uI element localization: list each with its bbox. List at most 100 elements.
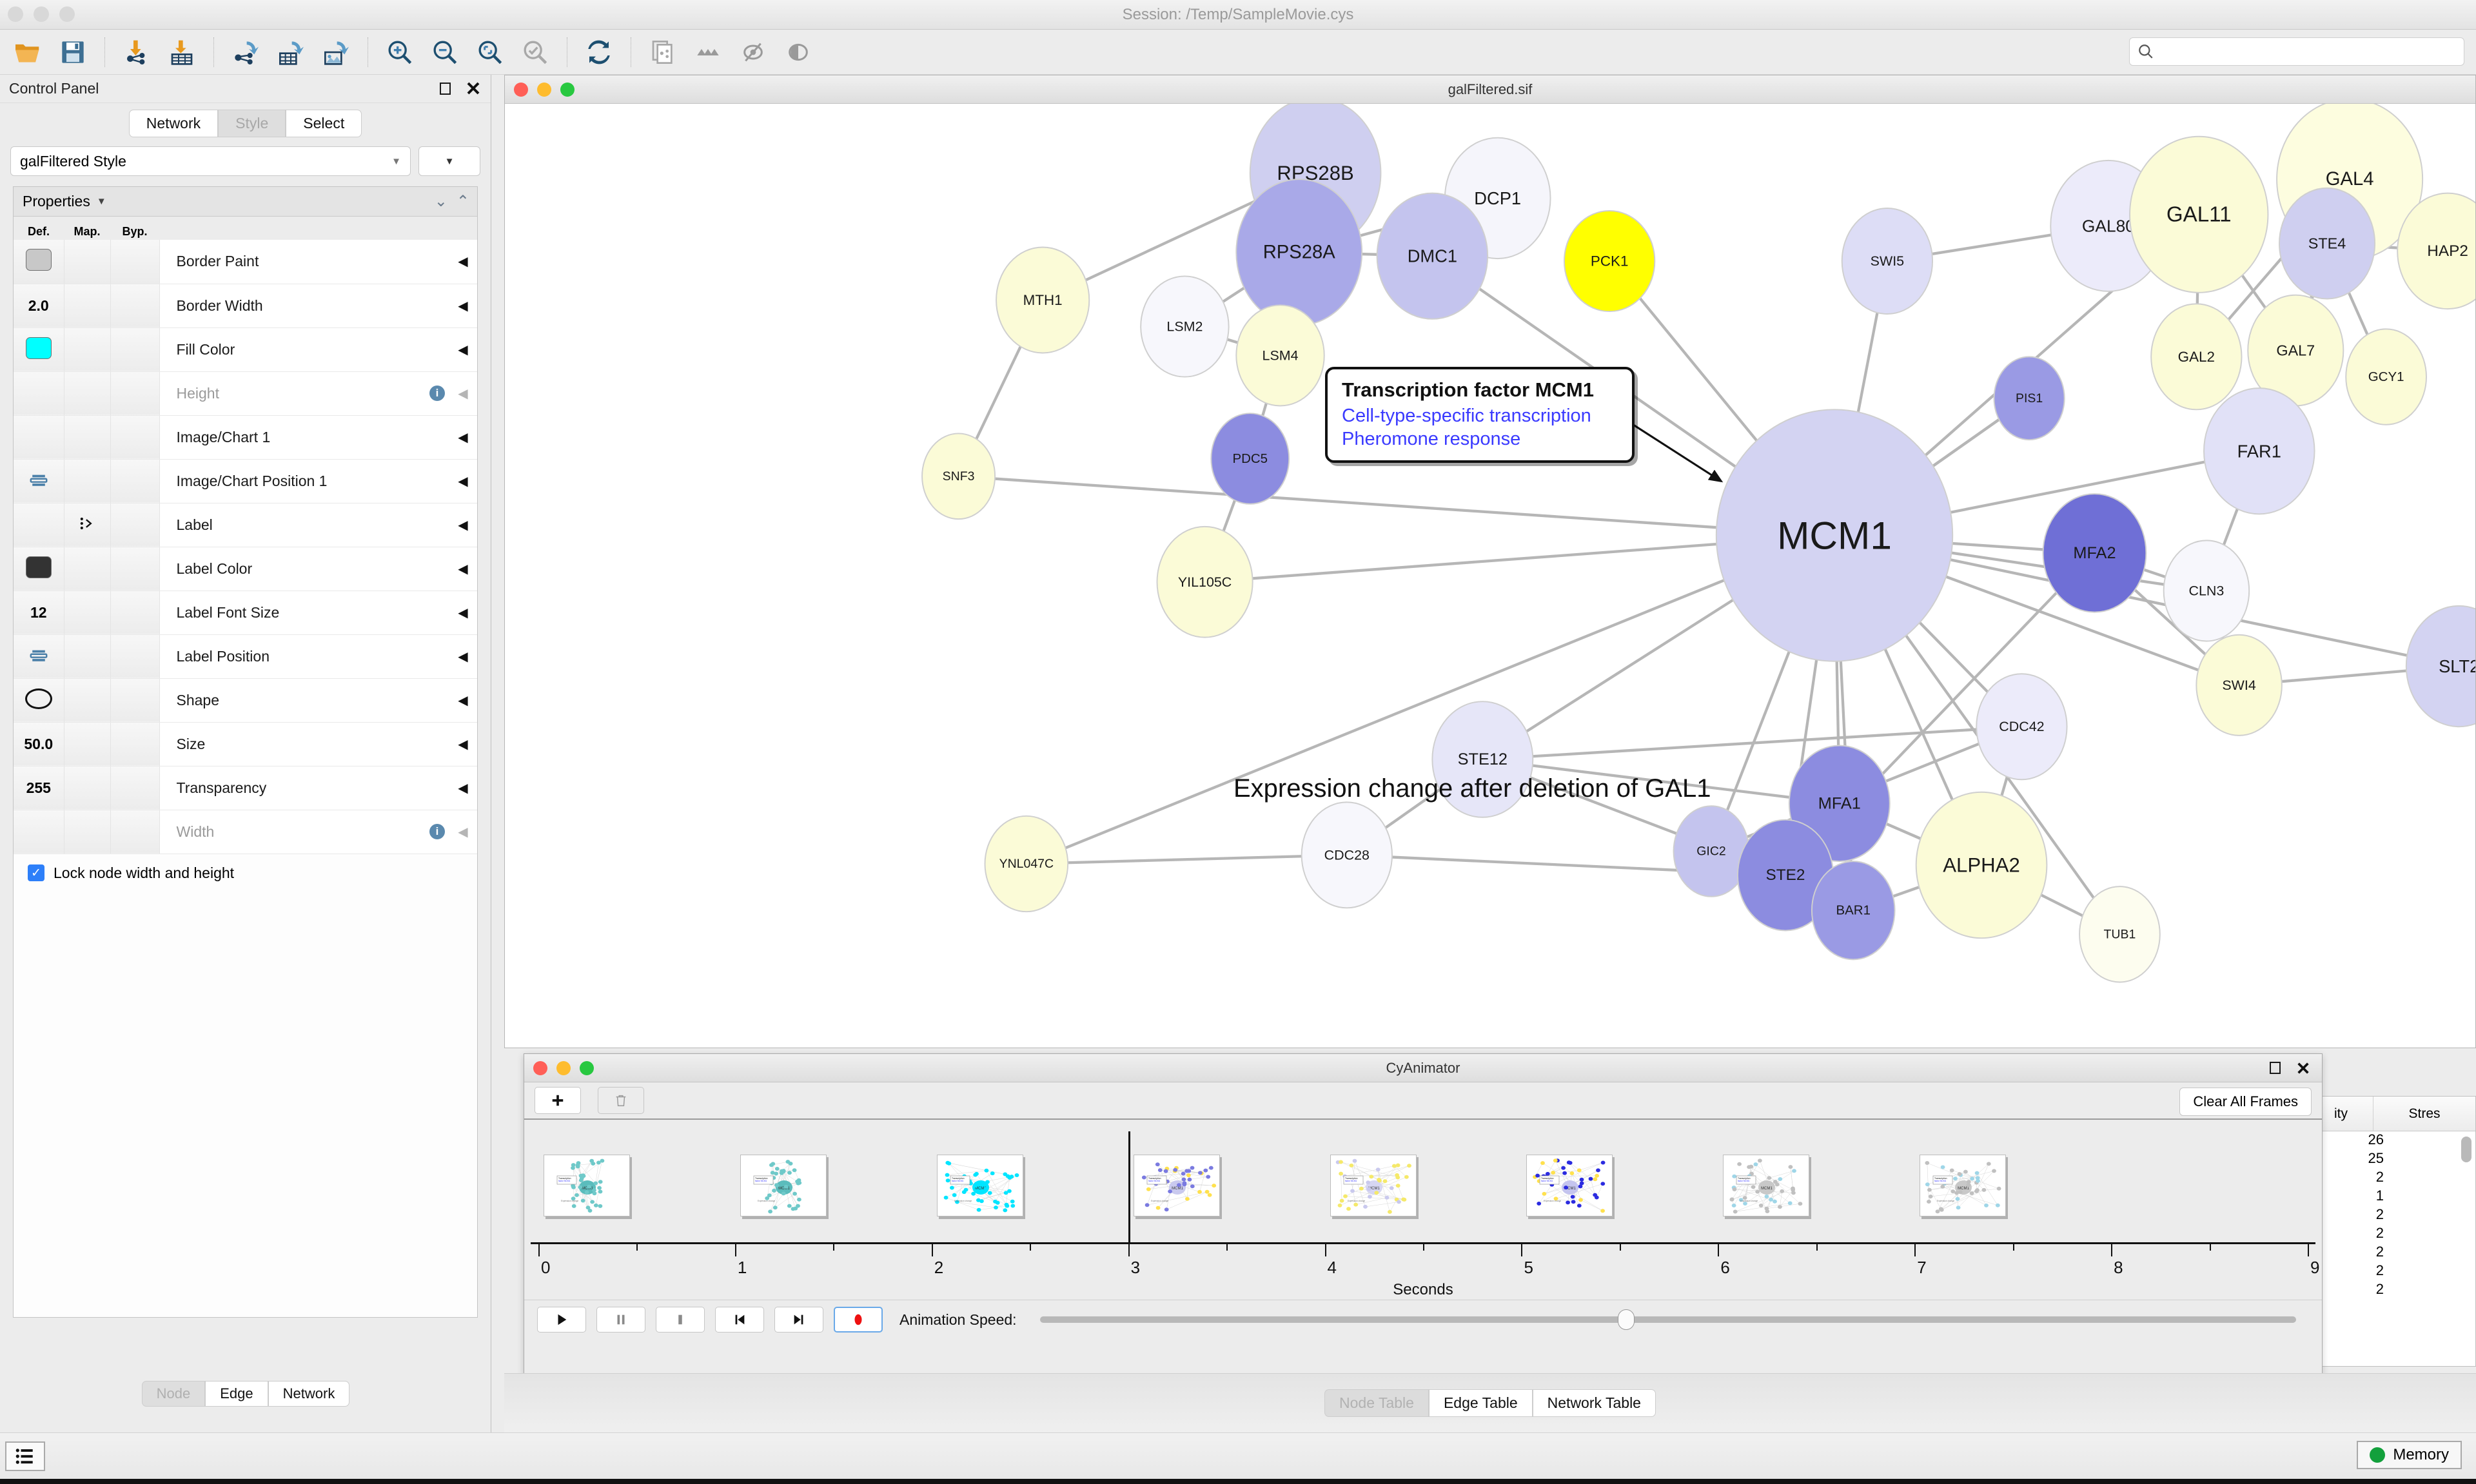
window-controls[interactable]	[8, 6, 75, 22]
maximize-cyanimator-button[interactable]	[580, 1060, 594, 1075]
property-default-cell[interactable]	[14, 547, 64, 591]
property-row[interactable]: Label Color ◀	[14, 547, 477, 591]
zoom-fit-icon[interactable]	[469, 34, 511, 70]
property-mapping-cell[interactable]	[64, 722, 111, 766]
timeline-frame[interactable]: MCM1 Transcription factor MCM1 Expression c…	[1723, 1155, 1810, 1216]
tab-network[interactable]: Network	[128, 110, 219, 137]
property-expand-arrow[interactable]: ◀	[449, 591, 477, 635]
network-node[interactable]: BAR1	[1811, 861, 1896, 961]
expand-all-icon[interactable]: ⌄	[434, 193, 447, 210]
table-row[interactable]: 2	[2309, 1206, 2475, 1225]
property-default-cell[interactable]	[14, 459, 64, 503]
network-node[interactable]: STE4	[2278, 187, 2376, 300]
zoom-out-icon[interactable]	[424, 34, 466, 70]
network-node[interactable]: GAL11	[2129, 135, 2269, 293]
property-expand-arrow[interactable]: ◀	[449, 459, 477, 503]
color-swatch[interactable]	[25, 249, 52, 271]
minimize-cyanimator-button[interactable]	[556, 1060, 571, 1075]
network-node[interactable]: SWI4	[2196, 634, 2283, 736]
network-edge[interactable]	[1026, 854, 1347, 866]
lock-node-size-row[interactable]: ✓ Lock node width and height	[14, 854, 477, 882]
property-mapping-cell[interactable]	[64, 327, 111, 372]
property-default-cell[interactable]	[14, 503, 64, 547]
property-expand-arrow[interactable]: ◀	[449, 722, 477, 766]
cyanimator-timeline[interactable]: MCM1 Transcription factor MCM1 Expression c…	[524, 1120, 2322, 1300]
property-row[interactable]: Image/Chart 1 ◀	[14, 415, 477, 460]
property-mapping-cell[interactable]	[64, 284, 111, 328]
table-row[interactable]: 26	[2309, 1131, 2475, 1150]
float-cyanimator-icon[interactable]	[2266, 1060, 2283, 1077]
close-icon[interactable]	[465, 80, 482, 97]
property-default-cell[interactable]	[14, 327, 64, 372]
play-button[interactable]	[537, 1307, 586, 1333]
network-node[interactable]: PIS1	[1993, 356, 2065, 441]
timeline-frame[interactable]: MCM1 Transcription factor MCM1 Expression c…	[1330, 1155, 1417, 1216]
property-mapping-cell[interactable]	[64, 459, 111, 503]
property-mapping-cell[interactable]	[64, 634, 111, 679]
new-network-icon[interactable]	[642, 34, 684, 70]
property-expand-arrow[interactable]: ◀	[449, 766, 477, 810]
column-header-stress[interactable]: Stres	[2408, 1106, 2441, 1121]
tab-node[interactable]: Node	[141, 1381, 206, 1407]
property-mapping-cell[interactable]	[64, 810, 111, 854]
network-node[interactable]: SLT2	[2405, 605, 2475, 728]
network-node[interactable]: CDC28	[1301, 801, 1393, 909]
search-input[interactable]	[2159, 44, 2456, 59]
property-row[interactable]: Height i ◀	[14, 371, 477, 416]
property-row[interactable]: Border Paint ◀	[14, 240, 477, 284]
export-table-icon[interactable]	[270, 34, 312, 70]
minimize-window-button[interactable]	[34, 6, 49, 22]
property-default-cell[interactable]	[14, 371, 64, 416]
network-node[interactable]: FAR1	[2203, 387, 2315, 515]
network-node[interactable]: YIL105C	[1156, 525, 1253, 638]
table-row[interactable]: 2	[2309, 1262, 2475, 1281]
maximize-window-button[interactable]	[59, 6, 75, 22]
network-node[interactable]: STE12	[1431, 701, 1534, 818]
table-row[interactable]: 25	[2309, 1150, 2475, 1169]
property-default-cell[interactable]: 12	[14, 591, 64, 635]
pause-button[interactable]	[596, 1307, 645, 1333]
timeline-frame[interactable]: MCM1 Transcription factor MCM1 Expression c…	[1133, 1155, 1220, 1216]
property-bypass-cell[interactable]	[110, 591, 160, 635]
info-icon[interactable]: i	[429, 386, 445, 401]
tab-style[interactable]: Style	[218, 110, 286, 137]
network-edge[interactable]	[1482, 725, 2022, 761]
position-icon[interactable]	[29, 648, 48, 662]
import-table-icon[interactable]	[161, 34, 203, 70]
task-list-icon[interactable]	[5, 1441, 45, 1471]
style-options-menu-button[interactable]: ▼	[418, 146, 480, 176]
property-default-cell[interactable]	[14, 810, 64, 854]
color-swatch[interactable]	[25, 337, 52, 359]
network-node[interactable]: PCK1	[1564, 210, 1656, 313]
property-mapping-cell[interactable]	[64, 547, 111, 591]
property-bypass-cell[interactable]	[110, 722, 160, 766]
property-mapping-cell[interactable]	[64, 371, 111, 416]
export-image-icon[interactable]	[315, 34, 357, 70]
network-node[interactable]: STE2	[1736, 819, 1834, 932]
column-header-betweenness[interactable]: ity	[2309, 1097, 2373, 1131]
table-row[interactable]: 2	[2309, 1225, 2475, 1244]
tab-select[interactable]: Select	[286, 110, 362, 137]
timeline-frame[interactable]: MCM1 Transcription factor MCM1 Expression c…	[1526, 1155, 1613, 1216]
stop-button[interactable]	[656, 1307, 705, 1333]
info-icon[interactable]: i	[429, 824, 445, 839]
property-row[interactable]: 255 Transparency ◀	[14, 766, 477, 810]
tab-edge[interactable]: Edge	[205, 1381, 268, 1407]
zoom-selected-icon[interactable]	[514, 34, 556, 70]
animation-speed-slider[interactable]	[1039, 1309, 2296, 1330]
tab-node-table[interactable]: Node Table	[1324, 1389, 1429, 1417]
network-node[interactable]: HAP2	[2397, 192, 2475, 310]
property-expand-arrow[interactable]: ◀	[449, 284, 477, 328]
network-edge[interactable]	[1026, 534, 1835, 865]
property-expand-arrow[interactable]: ◀	[449, 327, 477, 372]
property-bypass-cell[interactable]	[110, 327, 160, 372]
network-node[interactable]: GCY1	[2345, 328, 2427, 425]
property-row[interactable]: Label Position ◀	[14, 634, 477, 679]
properties-menu-icon[interactable]: ▼	[96, 196, 106, 207]
tab-network-style[interactable]: Network	[268, 1381, 350, 1407]
passthrough-mapping-icon[interactable]	[78, 516, 96, 531]
property-row[interactable]: 12 Label Font Size ◀	[14, 591, 477, 635]
network-node[interactable]: CDC42	[1976, 673, 2068, 781]
property-bypass-cell[interactable]	[110, 678, 160, 723]
property-expand-arrow[interactable]: ◀	[449, 240, 477, 284]
